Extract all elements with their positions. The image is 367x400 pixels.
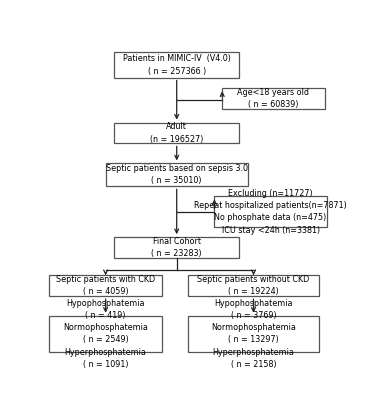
Text: Hypophosphatemia
( n = 419)
Normophosphatemia
( n = 2549)
Hyperphosphatemia
( n : Hypophosphatemia ( n = 419) Normophospha… bbox=[63, 299, 148, 369]
Text: Septic patients based on sepsis 3.0
( n = 35010): Septic patients based on sepsis 3.0 ( n … bbox=[106, 164, 248, 186]
FancyBboxPatch shape bbox=[114, 237, 239, 258]
FancyBboxPatch shape bbox=[114, 122, 239, 144]
FancyBboxPatch shape bbox=[114, 52, 239, 78]
FancyBboxPatch shape bbox=[188, 275, 319, 296]
FancyBboxPatch shape bbox=[214, 196, 327, 227]
Text: Hypophosphatemia
( n = 3769)
Normophosphatemia
( n = 13297)
Hyperphosphatemia
( : Hypophosphatemia ( n = 3769) Normophosph… bbox=[211, 299, 296, 369]
FancyBboxPatch shape bbox=[106, 163, 248, 186]
Text: Excluding (n=11727)
Repeat hospitalized patients(n=7871)
No phosphate data (n=47: Excluding (n=11727) Repeat hospitalized … bbox=[194, 189, 347, 234]
Text: Final Cohort
( n = 23283): Final Cohort ( n = 23283) bbox=[152, 237, 202, 258]
Text: Septic patients with CKD
( n = 4059): Septic patients with CKD ( n = 4059) bbox=[56, 275, 155, 296]
Text: Patients in MIMIC-IV  (V4.0)
( n = 257366 ): Patients in MIMIC-IV (V4.0) ( n = 257366… bbox=[123, 54, 230, 76]
Text: Septic patients without CKD
( n = 19224): Septic patients without CKD ( n = 19224) bbox=[197, 275, 310, 296]
Text: Adult
(n = 196527): Adult (n = 196527) bbox=[150, 122, 203, 144]
FancyBboxPatch shape bbox=[49, 316, 163, 352]
FancyBboxPatch shape bbox=[49, 275, 163, 296]
FancyBboxPatch shape bbox=[222, 88, 325, 109]
FancyBboxPatch shape bbox=[188, 316, 319, 352]
Text: Age<18 years old
( n = 60839): Age<18 years old ( n = 60839) bbox=[237, 88, 309, 109]
